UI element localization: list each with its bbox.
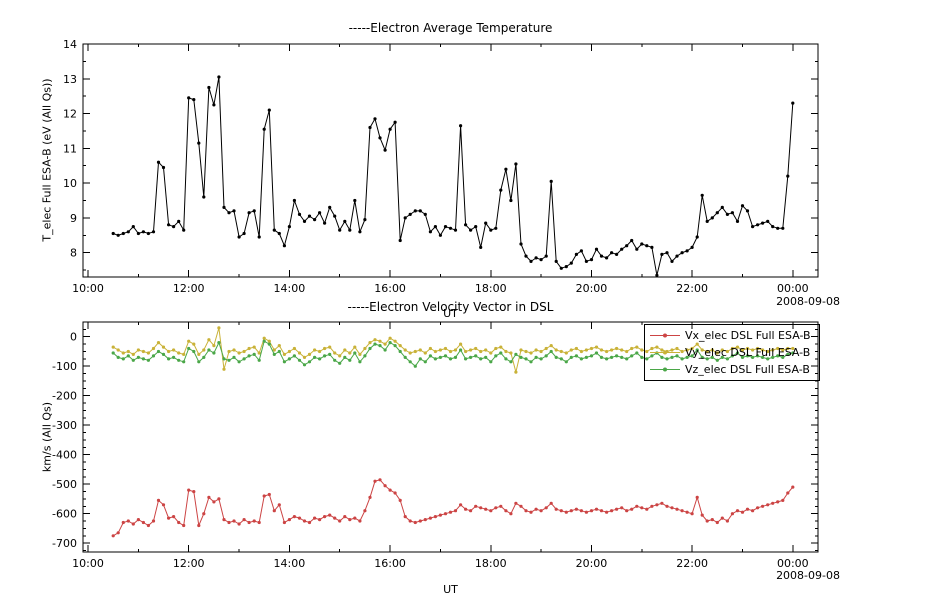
series-0-Vx_elec DSL Full ESA-B: [111, 478, 795, 538]
svg-text:14:00: 14:00: [274, 282, 306, 295]
vy-line-swatch: [650, 350, 680, 355]
svg-text:16:00: 16:00: [374, 282, 406, 295]
svg-text:8: 8: [70, 247, 77, 260]
svg-text:14:00: 14:00: [274, 557, 306, 570]
svg-text:-200: -200: [52, 390, 77, 403]
svg-text:18:00: 18:00: [475, 557, 507, 570]
svg-text:-400: -400: [52, 449, 77, 462]
svg-text:0: 0: [70, 331, 77, 344]
plot-frame: [82, 321, 819, 553]
legend-label-vy: Vy_elec DSL Full ESA-B: [685, 346, 811, 359]
svg-text:11: 11: [63, 142, 77, 155]
svg-text:-500: -500: [52, 478, 77, 491]
series-2-Vz_elec DSL Full ESA-B: [111, 339, 795, 368]
tick-labels: 10:00 12:00 14:00 16:00 18:00 20:00 22:00 00:00…: [52, 331, 809, 570]
svg-text:16:00: 16:00: [374, 557, 406, 570]
svg-text:12:00: 12:00: [173, 557, 205, 570]
legend-item-vy: Vy_elec DSL Full ESA-B: [649, 344, 819, 361]
series-0-T_elec Full ESA-B: [111, 75, 795, 277]
svg-text:-700: -700: [52, 537, 77, 550]
electron-average-temperature: 10:00 12:00 14:00 16:00 18:00 20:00 22:00 00:00…: [63, 38, 819, 295]
svg-text:-600: -600: [52, 508, 77, 521]
svg-text:12:00: 12:00: [173, 282, 205, 295]
bottom-chart-date-label: 2008-09-08: [776, 569, 840, 582]
svg-text:00:00: 00:00: [777, 557, 809, 570]
axes: [82, 321, 819, 553]
svg-text:-300: -300: [52, 419, 77, 432]
svg-text:-100: -100: [52, 360, 77, 373]
svg-text:18:00: 18:00: [475, 282, 507, 295]
top-chart-ylabel: T_elec Full ESA-B (eV (All Qs)): [40, 78, 54, 242]
legend-item-vx: Vx_elec DSL Full ESA-B: [649, 327, 819, 344]
top-chart-date-label: 2008-09-08: [776, 295, 840, 308]
svg-text:10:00: 10:00: [72, 282, 104, 295]
axes: [82, 43, 819, 278]
svg-text:12: 12: [63, 108, 77, 121]
bottom-chart-xlabel: UT: [443, 583, 458, 596]
electron-velocity-vector-dsl: 10:00 12:00 14:00 16:00 18:00 20:00 22:00 00:00…: [52, 321, 819, 570]
legend-label-vz: Vz_elec DSL Full ESA-B: [685, 363, 810, 376]
svg-text:14: 14: [63, 38, 77, 51]
velocity-legend: Vx_elec DSL Full ESA-B Vy_elec DSL Full …: [644, 324, 820, 381]
plot-frame: [82, 43, 819, 278]
svg-text:10: 10: [63, 177, 77, 190]
svg-text:13: 13: [63, 73, 77, 86]
bottom-chart-ylabel: km/s (All Qs): [40, 401, 54, 473]
top-chart-title: -----Electron Average Temperature: [348, 21, 553, 35]
vx-line-swatch: [650, 333, 680, 338]
svg-text:22:00: 22:00: [676, 557, 708, 570]
legend-label-vx: Vx_elec DSL Full ESA-B: [685, 329, 811, 342]
series-1-Vy_elec DSL Full ESA-B: [111, 326, 795, 374]
vz-line-swatch: [650, 367, 680, 372]
svg-text:00:00: 00:00: [777, 282, 809, 295]
svg-text:20:00: 20:00: [576, 282, 608, 295]
svg-text:9: 9: [70, 212, 77, 225]
tick-labels: 10:00 12:00 14:00 16:00 18:00 20:00 22:00 00:00…: [63, 38, 809, 295]
top-chart-xlabel: UT: [443, 307, 458, 320]
bottom-chart-title: -----Electron Velocity Vector in DSL: [347, 300, 554, 314]
legend-item-vz: Vz_elec DSL Full ESA-B: [649, 361, 819, 378]
svg-text:20:00: 20:00: [576, 557, 608, 570]
svg-text:22:00: 22:00: [676, 282, 708, 295]
svg-text:10:00: 10:00: [72, 557, 104, 570]
